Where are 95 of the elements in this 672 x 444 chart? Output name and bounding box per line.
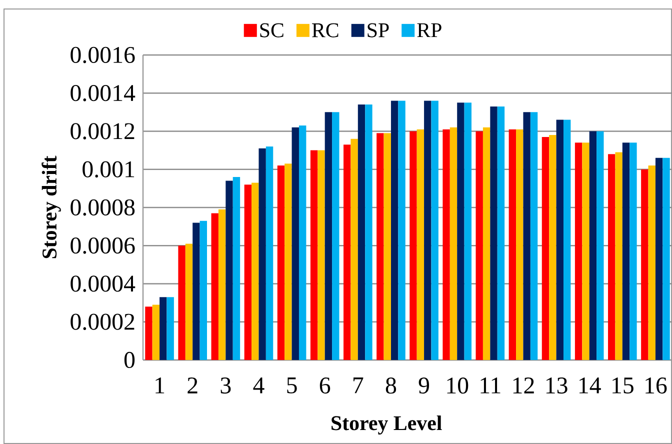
bar: [258, 148, 266, 360]
bar: [442, 129, 450, 360]
bar: [450, 127, 458, 360]
bar: [344, 144, 351, 360]
bar: [574, 142, 582, 360]
bar: [178, 246, 186, 360]
bar: [596, 131, 604, 360]
bar: [365, 104, 372, 360]
bar: [324, 112, 332, 360]
bar: [226, 180, 233, 360]
bar: [630, 142, 637, 360]
bar: [655, 158, 663, 360]
bar: [160, 297, 167, 360]
x-tick-label: 12: [513, 378, 534, 394]
bar: [416, 129, 424, 360]
bar: [244, 184, 252, 360]
bar: [410, 131, 417, 360]
bar: [464, 102, 472, 360]
legend-label: SC: [260, 23, 284, 38]
x-tick-label: 9: [418, 378, 430, 394]
bar: [622, 142, 630, 360]
bar: [192, 222, 200, 360]
bar: [298, 126, 306, 360]
bar: [277, 166, 285, 360]
bar: [615, 152, 622, 360]
bar: [457, 102, 464, 360]
bar: [431, 100, 438, 360]
bar: [152, 304, 160, 360]
x-tick-label: 4: [253, 378, 264, 394]
x-tick-label: 15: [612, 378, 634, 394]
bar: [310, 150, 318, 360]
bar: [530, 112, 538, 360]
bar: [292, 127, 299, 360]
bar: [350, 138, 358, 360]
bar: [497, 106, 505, 360]
bar: [218, 209, 226, 360]
y-tick-label: 0.0004: [70, 276, 136, 292]
x-tick-label: 1: [156, 378, 164, 394]
bar: [384, 133, 391, 360]
bar: [582, 142, 590, 360]
bar: [185, 244, 193, 360]
x-tick-label: 2: [188, 378, 198, 394]
bar: [563, 120, 571, 360]
bar: [398, 100, 406, 360]
x-tick-label: 13: [546, 378, 568, 394]
bar: [376, 133, 384, 360]
x-axis-title: Storey Level: [332, 416, 442, 435]
bar: [424, 100, 432, 360]
y-tick-label: 0.0008: [70, 199, 135, 216]
x-tick-label: 16: [646, 378, 667, 394]
legend-label: SP: [368, 23, 389, 38]
y-tick-label: 0.0002: [70, 314, 134, 330]
y-tick-label: 0.001: [82, 161, 134, 178]
bar: [589, 131, 597, 360]
bar: [662, 158, 670, 360]
bar: [358, 104, 366, 360]
bar: [200, 220, 208, 360]
bar: [556, 120, 564, 360]
bar: [232, 176, 240, 360]
bar: [145, 306, 152, 360]
y-tick-label: 0.0014: [70, 84, 136, 102]
y-tick-label: 0.0006: [70, 237, 135, 254]
x-tick-label: 6: [320, 378, 330, 394]
x-tick-label: 11: [480, 378, 500, 394]
bar: [318, 150, 325, 360]
bar: [166, 297, 174, 360]
bar: [482, 127, 490, 360]
y-tick-label: 0.0012: [70, 123, 134, 140]
bar: [641, 169, 648, 360]
x-tick-label: 3: [220, 378, 231, 394]
y-axis-title: Storey drift: [42, 156, 61, 258]
bar: [211, 213, 218, 360]
bar: [476, 131, 483, 360]
x-tick-label: 14: [579, 378, 601, 394]
x-tick-label: 5: [287, 378, 297, 394]
bar: [648, 166, 656, 360]
bar: [266, 146, 274, 360]
x-tick-label: 10: [447, 378, 468, 394]
bar: [390, 100, 398, 360]
bar: [516, 129, 524, 360]
bar: [490, 106, 498, 360]
y-tick-label: 0.0016: [70, 46, 135, 64]
bar: [284, 164, 292, 360]
x-tick-label: 8: [386, 378, 396, 394]
x-tick-label: 7: [354, 378, 364, 394]
legend-label: RP: [417, 23, 442, 38]
bar: [508, 129, 516, 360]
bar: [549, 135, 556, 360]
bar: [252, 182, 259, 360]
legend-label: RC: [312, 23, 338, 38]
bar: [332, 112, 340, 360]
bar: [523, 112, 530, 360]
bar: [608, 154, 616, 360]
y-tick-label: 0: [124, 352, 135, 368]
bar: [542, 136, 550, 360]
